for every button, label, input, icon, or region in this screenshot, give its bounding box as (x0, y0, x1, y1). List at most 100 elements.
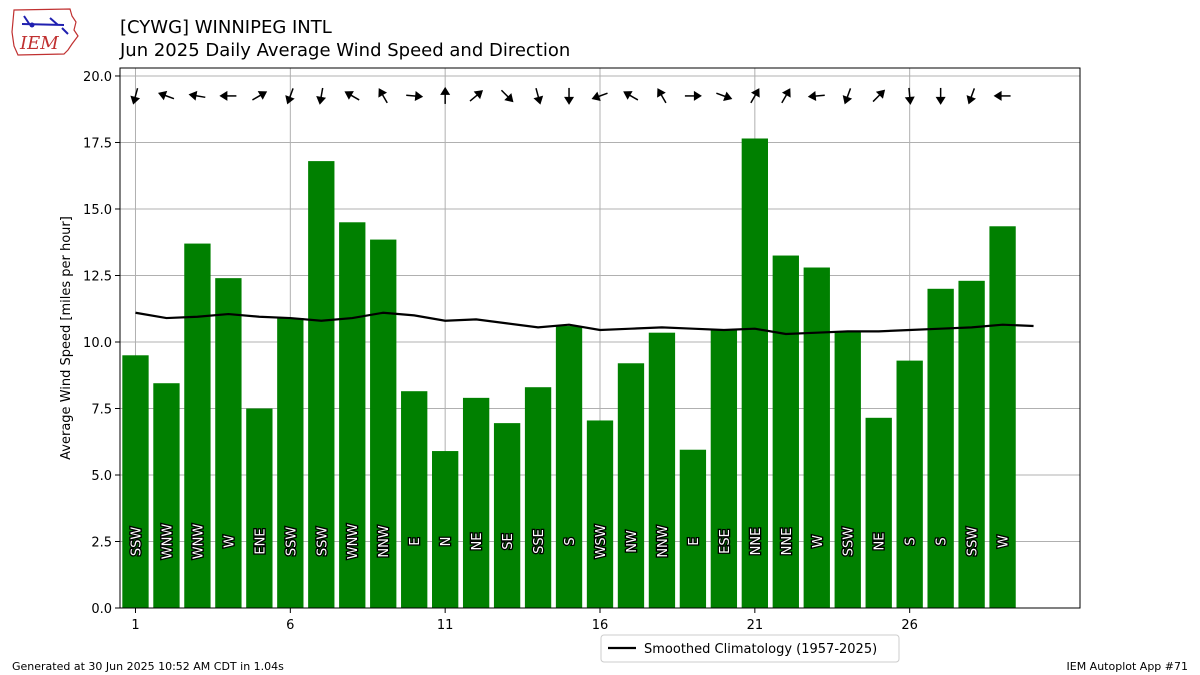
chart-subtitle: Jun 2025 Daily Average Wind Speed and Di… (120, 40, 571, 61)
bar (339, 222, 366, 609)
wind-arrow (872, 89, 886, 103)
direction-label: WNW (160, 524, 175, 560)
x-axis-ticks: 1 6 11 16 21 26 (131, 608, 918, 633)
wind-arrow (591, 91, 608, 101)
wind-arrow-shaft (535, 88, 540, 99)
bar (153, 383, 180, 608)
wind-arrow-shaft (320, 87, 324, 99)
bar (803, 267, 830, 608)
bar (277, 318, 304, 608)
wind-arrow-head (591, 91, 601, 101)
wind-arrow (219, 90, 237, 101)
wind-arrow (807, 91, 825, 101)
wind-arrow-head (781, 88, 791, 98)
wind-arrow (533, 88, 544, 105)
bar (401, 391, 428, 608)
wind-arrow-shaft (628, 94, 639, 101)
wind-arrow (904, 87, 915, 105)
wind-arrow (130, 88, 141, 105)
direction-label: WSW (594, 524, 609, 558)
x-tick-label: 6 (286, 618, 294, 633)
wind-arrow-head (219, 90, 228, 101)
wind-arrow (157, 90, 175, 101)
y-tick-label: 0.0 (91, 602, 112, 617)
x-tick-label: 21 (747, 618, 764, 633)
wind-arrow-head (723, 91, 733, 101)
x-tick-label: 26 (901, 618, 918, 633)
wind-arrow (842, 88, 853, 105)
logo-text: IEM (19, 33, 59, 54)
bar (432, 451, 459, 608)
direction-arrows (130, 86, 1011, 105)
footer-app: IEM Autoplot App #71 (1066, 660, 1189, 673)
direction-label: S (935, 537, 950, 545)
wind-arrow-shaft (660, 93, 667, 104)
wind-arrow-head (473, 90, 484, 100)
direction-label: N (439, 537, 454, 547)
wind-arrow-head (257, 91, 268, 100)
wind-arrow-head (966, 95, 976, 105)
wind-arrow-shaft (970, 88, 976, 99)
direction-label: ESE (718, 529, 733, 554)
wind-arrow-head (533, 95, 544, 105)
wind-arrow (966, 88, 976, 105)
wind-arrow-shaft (597, 92, 608, 98)
direction-label: NW (625, 530, 640, 553)
legend-box (600, 634, 900, 663)
y-tick-label: 5.0 (91, 469, 112, 484)
wind-arrow-head (157, 90, 168, 101)
bar (772, 255, 799, 609)
bar (896, 360, 923, 608)
bar (648, 332, 676, 608)
bar (493, 423, 521, 608)
bar (555, 326, 583, 608)
direction-label: E (687, 537, 702, 545)
wind-arrow (935, 87, 946, 105)
wind-arrow (657, 88, 667, 104)
x-tick-label: 1 (131, 618, 139, 633)
wind-arrow-shaft (134, 88, 139, 99)
direction-label: NNE (749, 528, 764, 556)
direction-label: SSW (284, 527, 299, 557)
wind-arrow-head (657, 88, 666, 98)
wind-arrow-shaft (406, 94, 417, 97)
chart-title: [CYWG] WINNIPEG INTL (120, 17, 332, 38)
wind-arrow-shaft (500, 89, 510, 98)
bar (710, 330, 738, 608)
direction-label: NNW (656, 525, 671, 557)
wind-arrow (750, 88, 760, 104)
wind-arrow (564, 87, 575, 105)
x-tick-label: 11 (437, 618, 454, 633)
bar (215, 278, 242, 608)
wind-arrow-head (623, 91, 633, 100)
bar (184, 243, 211, 608)
wind-arrow-shaft (846, 88, 852, 99)
direction-label: W (222, 535, 237, 548)
direction-label: WNW (191, 524, 206, 560)
wind-arrow-head (842, 95, 853, 105)
wind-arrow-head (904, 96, 915, 105)
bar (246, 408, 273, 608)
wind-arrow-shaft (164, 94, 175, 100)
wind-arrow (469, 90, 484, 102)
y-tick-label: 17.5 (83, 136, 112, 151)
wind-arrow-head (344, 91, 354, 100)
wind-arrow-head (807, 91, 817, 101)
y-tick-label: 12.5 (83, 269, 112, 284)
legend-label: Smoothed Climatology (1957-2025) (644, 642, 877, 657)
direction-label: NNE (780, 528, 795, 556)
wind-arrow-head (993, 90, 1002, 101)
bar (865, 417, 892, 608)
y-tick-label: 20.0 (83, 70, 112, 85)
wind-arrow-head (440, 86, 451, 95)
wind-arrow-shaft (908, 87, 911, 98)
iem-logo: IEM (11, 8, 79, 56)
wind-arrow-head (875, 89, 886, 99)
wind-arrow (406, 91, 424, 101)
direction-label: NE (873, 533, 888, 551)
bar (958, 280, 985, 608)
bar (834, 331, 861, 608)
direction-label: SSW (966, 527, 981, 557)
wind-arrow (188, 90, 206, 101)
